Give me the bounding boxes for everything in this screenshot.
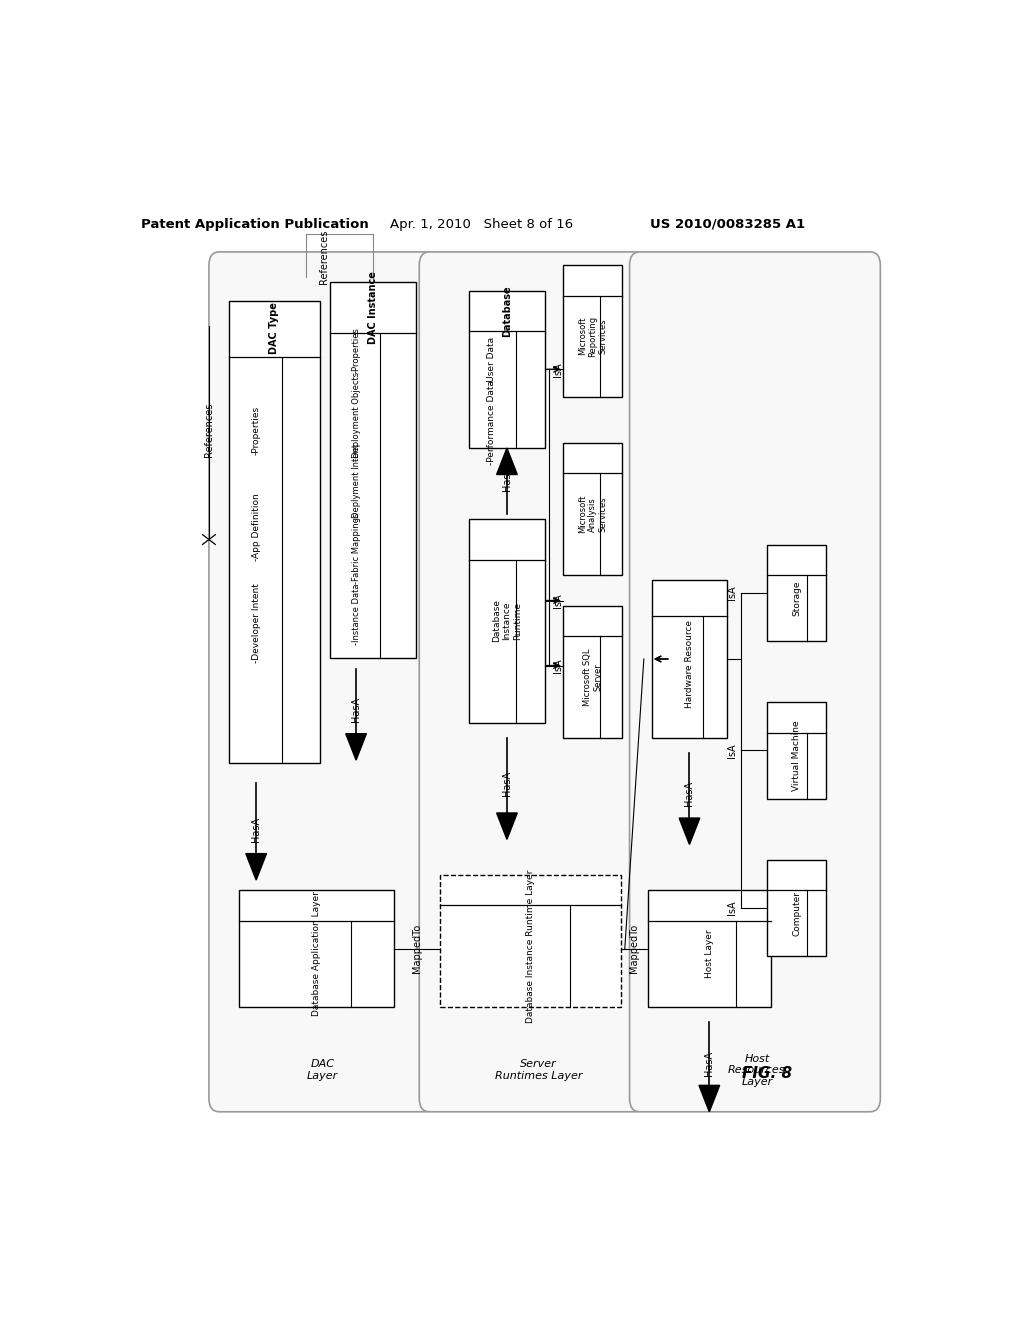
Text: FIG. 8: FIG. 8 <box>741 1065 792 1081</box>
FancyBboxPatch shape <box>209 252 436 1111</box>
Text: HasA: HasA <box>502 771 512 796</box>
Text: References: References <box>204 403 214 457</box>
Text: Host
Resources
Layer: Host Resources Layer <box>728 1053 785 1086</box>
Polygon shape <box>346 734 367 760</box>
Text: US 2010/0083285 A1: US 2010/0083285 A1 <box>649 218 805 231</box>
Text: Database
Instance
Runtime: Database Instance Runtime <box>493 599 522 643</box>
Text: IsA: IsA <box>727 743 737 758</box>
Polygon shape <box>679 818 699 845</box>
FancyBboxPatch shape <box>648 890 771 1007</box>
Text: IsA: IsA <box>553 362 563 376</box>
FancyBboxPatch shape <box>767 545 826 642</box>
FancyBboxPatch shape <box>563 265 623 397</box>
Text: Microsoft
Analysis
Services: Microsoft Analysis Services <box>578 495 607 533</box>
Text: Computer: Computer <box>793 891 801 936</box>
Text: -Developer Intent: -Developer Intent <box>252 583 261 663</box>
FancyBboxPatch shape <box>767 702 826 799</box>
FancyBboxPatch shape <box>767 859 826 956</box>
FancyBboxPatch shape <box>469 519 545 722</box>
Text: MappedTo: MappedTo <box>412 924 422 973</box>
Polygon shape <box>699 1085 720 1111</box>
Text: Database Application Layer: Database Application Layer <box>312 891 321 1016</box>
Text: -Properties: -Properties <box>351 327 360 374</box>
Text: HasA: HasA <box>351 697 361 722</box>
FancyBboxPatch shape <box>240 890 394 1007</box>
Polygon shape <box>497 813 517 840</box>
Text: HasA: HasA <box>251 817 261 842</box>
Text: Host Layer: Host Layer <box>705 929 714 978</box>
Text: IsA: IsA <box>727 900 737 915</box>
FancyBboxPatch shape <box>331 282 416 659</box>
Text: IsA: IsA <box>553 593 563 607</box>
Text: DAC Type: DAC Type <box>269 302 280 354</box>
Polygon shape <box>246 854 266 880</box>
FancyBboxPatch shape <box>228 301 321 763</box>
Polygon shape <box>497 447 517 474</box>
Text: Storage: Storage <box>793 581 801 615</box>
Text: Virtual Machine: Virtual Machine <box>793 721 801 791</box>
FancyBboxPatch shape <box>652 581 727 738</box>
Text: -App Definition: -App Definition <box>252 492 261 561</box>
FancyBboxPatch shape <box>419 252 646 1111</box>
Text: References: References <box>318 230 329 284</box>
Text: Apr. 1, 2010   Sheet 8 of 16: Apr. 1, 2010 Sheet 8 of 16 <box>389 218 572 231</box>
Text: Microsoft
Reporting
Services: Microsoft Reporting Services <box>578 315 607 356</box>
Text: Database: Database <box>502 285 512 337</box>
Text: HasA: HasA <box>705 1051 715 1076</box>
FancyBboxPatch shape <box>469 290 545 447</box>
Text: -Deplyment Intent: -Deplyment Intent <box>351 444 360 521</box>
Text: -Performance Data: -Performance Data <box>487 380 497 465</box>
Text: -Properties: -Properties <box>252 405 261 455</box>
Text: Microsoft SQL
Server: Microsoft SQL Server <box>583 648 602 705</box>
Text: MappedTo: MappedTo <box>630 924 639 973</box>
Text: Patent Application Publication: Patent Application Publication <box>141 218 369 231</box>
Text: HasA: HasA <box>684 781 694 807</box>
Text: Hardware Resource: Hardware Resource <box>685 620 694 708</box>
Text: HasA: HasA <box>502 466 512 491</box>
Text: IsA: IsA <box>553 659 563 673</box>
Text: Server
Runtimes Layer: Server Runtimes Layer <box>495 1060 583 1081</box>
Text: DAC
Layer: DAC Layer <box>307 1060 338 1081</box>
FancyBboxPatch shape <box>440 875 621 1007</box>
FancyBboxPatch shape <box>563 606 623 738</box>
Text: -User Data: -User Data <box>487 338 497 385</box>
FancyBboxPatch shape <box>563 444 623 576</box>
Text: DAC Instance: DAC Instance <box>369 272 378 345</box>
Text: -Fabric Mappings: -Fabric Mappings <box>351 512 360 583</box>
Text: -Instance Data: -Instance Data <box>351 583 360 645</box>
Text: IsA: IsA <box>727 586 737 601</box>
FancyBboxPatch shape <box>630 252 881 1111</box>
Text: Database Instance Runtime Layer: Database Instance Runtime Layer <box>526 870 535 1023</box>
Text: -Deployment Objects: -Deployment Objects <box>351 372 360 461</box>
